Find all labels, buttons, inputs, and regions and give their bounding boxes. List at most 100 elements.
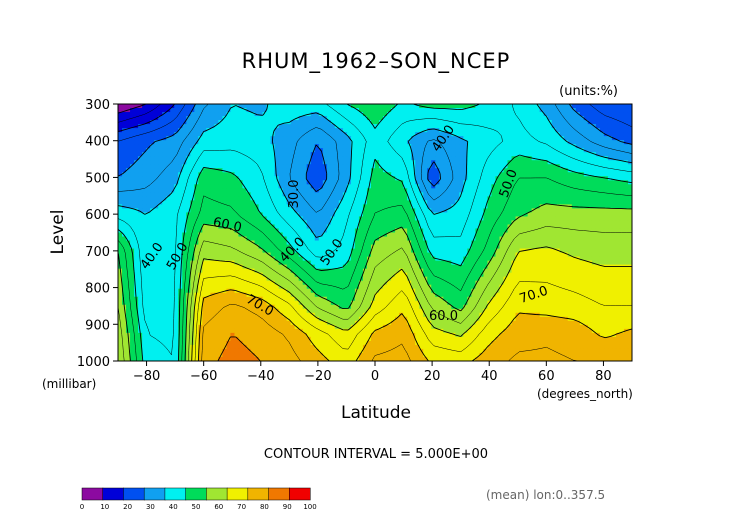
field-cell [383,160,388,165]
field-cell [551,180,557,185]
field-cell [166,172,171,177]
field-cell [306,164,312,169]
field-cell [318,252,324,258]
field-cell [162,168,167,173]
field-cell [527,108,533,113]
field-cell [415,192,420,197]
field-cell [415,196,420,201]
field-cell [599,140,605,145]
field-cell [350,212,356,218]
field-cell [306,232,312,238]
field-cell [531,208,537,214]
field-cell [419,156,424,161]
field-cell [178,176,183,181]
field-cell [130,160,135,165]
field-cell [250,156,256,161]
field-cell [403,168,408,173]
field-cell [322,240,328,246]
field-cell [246,140,252,145]
field-cell [587,244,593,250]
field-cell [431,176,436,181]
field-cell [234,252,240,258]
field-cell [350,256,356,262]
field-cell [354,256,360,262]
field-cell [591,208,597,214]
field-cell [326,192,332,197]
field-cell [274,244,280,250]
field-cell [322,248,328,254]
field-cell [623,156,629,161]
field-cell [234,128,240,133]
field-cell [366,188,372,193]
field-cell [603,232,609,238]
field-cell [543,224,549,230]
field-cell [230,208,236,214]
field-cell [455,200,460,205]
field-cell [479,224,485,230]
field-cell [519,104,525,109]
field-cell [487,160,493,165]
field-cell [246,208,252,214]
field-cell [298,248,304,254]
field-cell [599,232,605,238]
field-cell [483,216,489,222]
field-cell [358,220,364,226]
field-cell [174,144,179,149]
field-cell [375,188,380,193]
field-cell [126,148,131,153]
field-cell [515,252,521,258]
field-cell [579,144,585,149]
field-cell [595,232,601,238]
field-cell [182,208,187,214]
field-cell [342,168,348,173]
field-cell [587,140,593,145]
field-cell [150,148,155,153]
field-cell [134,192,139,197]
field-cell [571,168,577,173]
field-cell [623,244,629,250]
field-cell [615,220,621,226]
field-cell [583,116,589,121]
field-cell [603,180,609,185]
field-cell [118,192,123,197]
field-cell [375,192,380,197]
field-cell [627,116,632,121]
field-cell [559,160,565,165]
field-cell [627,168,632,173]
field-cell [611,140,617,145]
field-cell [411,136,416,141]
field-cell [427,168,432,173]
field-cell [346,168,352,173]
field-cell [154,104,159,109]
field-cell [334,212,340,218]
field-cell [214,256,219,262]
field-cell [250,256,256,262]
field-cell [575,136,581,141]
field-cell [170,132,175,137]
field-cell [202,132,207,137]
field-cell [543,228,549,234]
field-cell [350,144,356,149]
field-cell [158,184,163,189]
field-cell [575,156,581,161]
field-cell [495,232,501,238]
field-cell [222,152,228,157]
field-cell [130,120,135,125]
field-cell [591,148,597,153]
field-cell [515,116,521,121]
field-cell [130,196,135,201]
field-cell [587,196,593,201]
field-cell [567,132,573,137]
field-cell [226,128,232,133]
field-cell [611,204,617,210]
field-cell [282,116,288,121]
field-cell [126,248,131,254]
field-cell [551,152,557,157]
field-cell [579,172,585,177]
field-cell [391,224,396,230]
field-cell [515,108,521,113]
field-cell [298,180,304,185]
field-cell [370,160,376,165]
field-cell [475,180,481,185]
field-cell [459,204,464,210]
